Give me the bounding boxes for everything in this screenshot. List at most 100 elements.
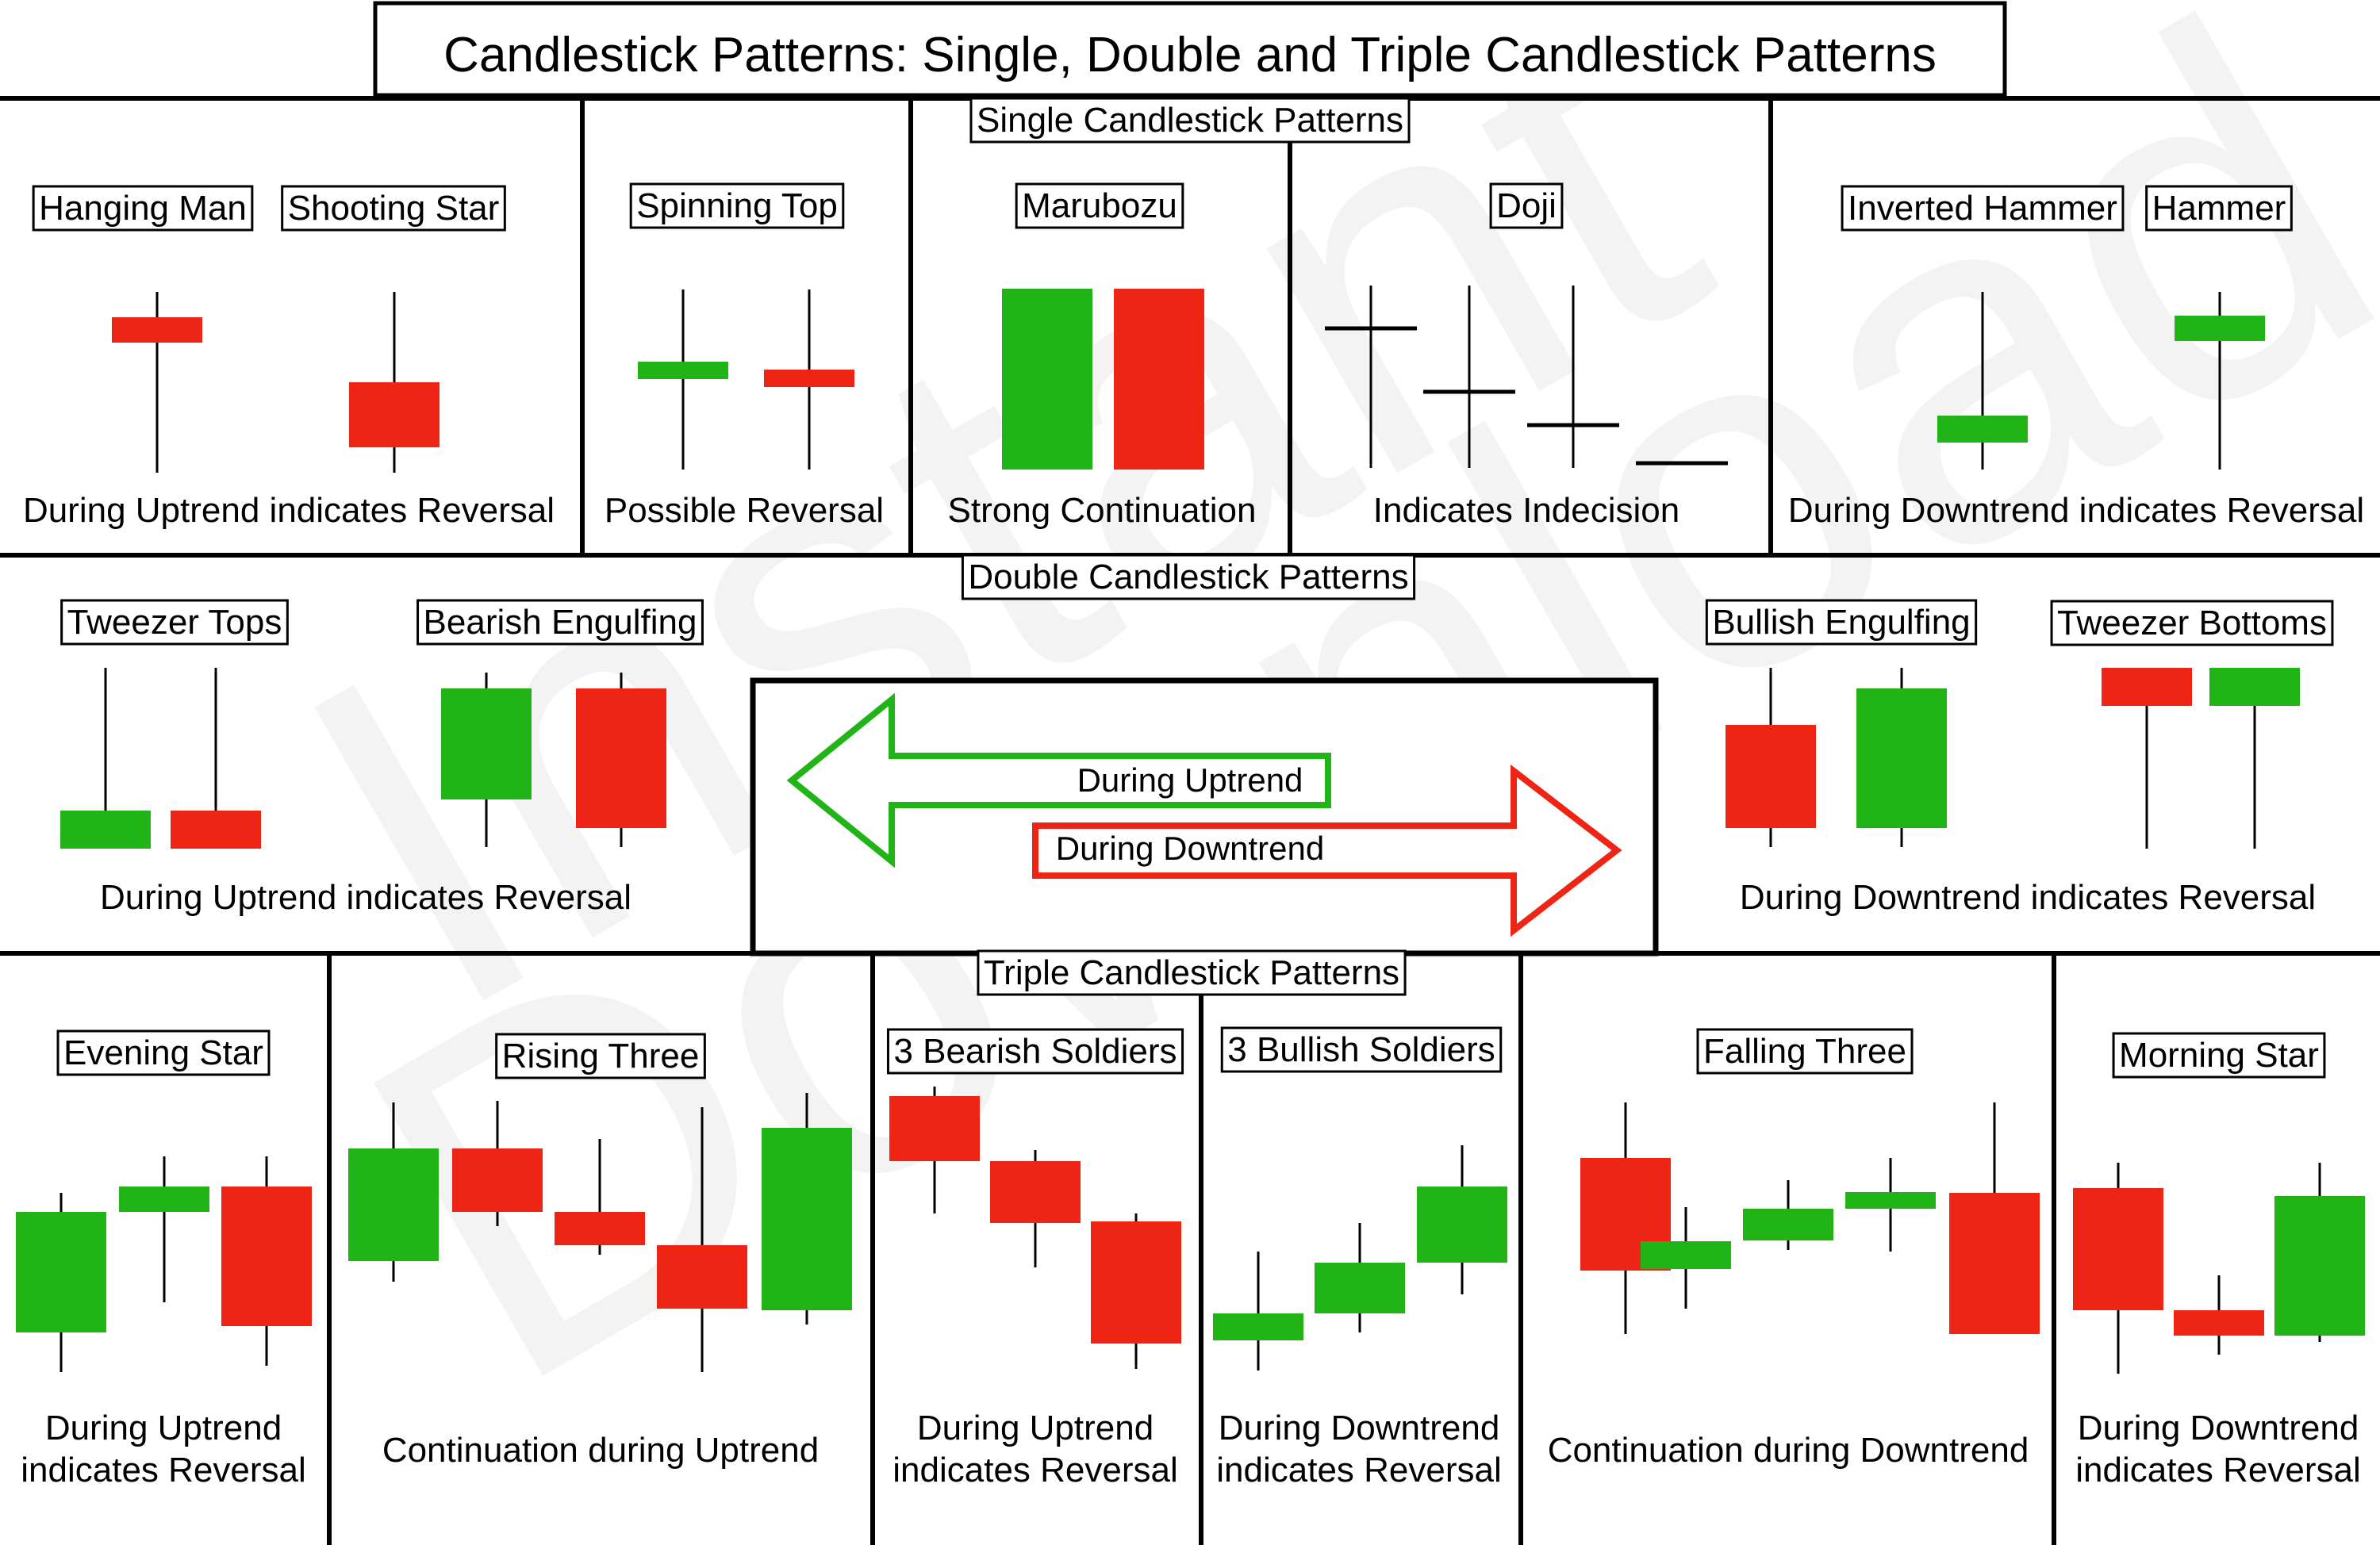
candle-body bbox=[452, 1148, 543, 1212]
hanging-man-label: Hanging Man bbox=[39, 189, 247, 228]
marubozu-candle bbox=[1114, 289, 1204, 470]
caption-marubozu: Strong Continuation bbox=[948, 491, 1257, 530]
morning-star-label-box bbox=[2112, 1032, 2326, 1079]
candle-body bbox=[1213, 1313, 1303, 1340]
tweezer-tops-candle bbox=[171, 668, 261, 849]
caption-bullish-soldiers-1: During Downtrend bbox=[1219, 1409, 1500, 1447]
candle-body bbox=[1845, 1192, 1936, 1209]
caption-double-right: During Downtrend indicates Reversal bbox=[1740, 878, 2316, 917]
candle-body bbox=[1002, 289, 1092, 470]
bullish-engulfing-label-box bbox=[1705, 599, 1978, 646]
spinning-top-candle bbox=[764, 289, 854, 470]
candle-body bbox=[576, 688, 666, 828]
inverted-hammer-label-box bbox=[1841, 185, 2125, 232]
single-section-label-box bbox=[969, 97, 1411, 144]
rising-three-label: Rising Three bbox=[502, 1037, 700, 1075]
shooting-star-label: Shooting Star bbox=[288, 189, 500, 228]
falling-three-candle bbox=[1580, 1102, 1671, 1334]
tweezer-bottoms-candle bbox=[2209, 668, 2300, 849]
left-arrow-icon bbox=[786, 692, 1331, 868]
evening-star-label-box bbox=[56, 1029, 271, 1076]
candle-body bbox=[764, 370, 854, 387]
doji-candle bbox=[1527, 286, 1619, 468]
three-bullish-soldiers-candle bbox=[1213, 1252, 1303, 1371]
caption-bearish-soldiers-2: indicates Reversal bbox=[892, 1451, 1178, 1489]
uptrend-label: During Uptrend bbox=[1077, 761, 1303, 799]
candle-body bbox=[990, 1161, 1081, 1223]
title-box bbox=[373, 1, 2007, 98]
rising-three-candle bbox=[657, 1107, 747, 1372]
evening-star-candle bbox=[221, 1156, 312, 1366]
caption-evening-star-2: indicates Reversal bbox=[21, 1451, 306, 1489]
caption-bullish-soldiers-2: indicates Reversal bbox=[1216, 1451, 1502, 1489]
falling-three-candle bbox=[1641, 1207, 1731, 1309]
candle-body bbox=[1937, 416, 2028, 443]
candle-body bbox=[1114, 289, 1204, 470]
bearish-engulfing-label-box bbox=[416, 599, 704, 646]
candles bbox=[16, 286, 2365, 1374]
morning-star-candle bbox=[2073, 1163, 2163, 1374]
three-bearish-soldiers-label: 3 Bearish Soldiers bbox=[893, 1032, 1177, 1071]
candle-body bbox=[889, 1096, 980, 1161]
candle-body bbox=[555, 1212, 645, 1245]
bullish-engulfing-candle bbox=[1856, 668, 1947, 847]
doji-candle bbox=[1325, 286, 1417, 468]
caption-hammers: During Downtrend indicates Reversal bbox=[1788, 491, 2364, 530]
three-bearish-soldiers-candle bbox=[990, 1150, 1081, 1267]
hammer-label: Hammer bbox=[2152, 189, 2286, 228]
candle-body bbox=[2209, 668, 2300, 706]
tweezer-bottoms-label: Tweezer Bottoms bbox=[2057, 604, 2327, 642]
inverted-hammer-label: Inverted Hammer bbox=[1848, 189, 2117, 228]
candle-body bbox=[2073, 1188, 2163, 1310]
candle-body bbox=[2175, 316, 2265, 341]
evening-star-label: Evening Star bbox=[63, 1033, 263, 1072]
trend-legend: During Uptrend During Downtrend bbox=[750, 677, 1659, 957]
three-bearish-soldiers-candle bbox=[889, 1087, 980, 1213]
three-bullish-soldiers-candle bbox=[1315, 1223, 1405, 1332]
bullish-engulfing-label: Bullish Engulfing bbox=[1712, 603, 1970, 642]
rising-three-candle bbox=[762, 1093, 852, 1325]
hammer-label-box bbox=[2145, 185, 2293, 232]
bullish-engulfing-candle bbox=[1726, 668, 1816, 847]
candle-body bbox=[1641, 1241, 1731, 1269]
rising-three-label-box bbox=[495, 1033, 706, 1079]
falling-three-label-box bbox=[1696, 1028, 1914, 1075]
evening-star-candle bbox=[119, 1156, 209, 1302]
tweezer-tops-label: Tweezer Tops bbox=[67, 603, 282, 642]
falling-three-label: Falling Three bbox=[1703, 1032, 1906, 1071]
candle-body bbox=[2102, 668, 2192, 706]
rising-three-candle bbox=[555, 1139, 645, 1255]
tweezer-bottoms-label-box bbox=[2050, 600, 2334, 646]
bearish-engulfing-candle bbox=[576, 673, 666, 847]
three-bullish-soldiers-label: 3 Bullish Soldiers bbox=[1227, 1030, 1495, 1069]
evening-star-candle bbox=[16, 1193, 106, 1372]
candle-body bbox=[2174, 1310, 2264, 1336]
caption-morning-star-2: indicates Reversal bbox=[2075, 1451, 2361, 1489]
candle-body bbox=[16, 1212, 106, 1332]
shooting-star-label-box bbox=[281, 185, 506, 232]
right-arrow-icon bbox=[1032, 764, 1622, 937]
page-title: Candlestick Patterns: Single, Double and… bbox=[443, 28, 1937, 82]
caption-double-left: During Uptrend indicates Reversal bbox=[100, 878, 631, 917]
caption-evening-star-1: During Uptrend bbox=[45, 1409, 282, 1447]
spinning-top-candle bbox=[638, 289, 728, 470]
pattern-captions: During Uptrend indicates Reversal Possibl… bbox=[21, 491, 2364, 1489]
three-bullish-soldiers-candle bbox=[1417, 1145, 1507, 1294]
spinning-top-label-box bbox=[629, 182, 845, 229]
falling-three-candle bbox=[1743, 1180, 1833, 1250]
hammer-candle bbox=[2175, 292, 2265, 470]
bearish-engulfing-candle bbox=[441, 673, 532, 847]
doji-label-box bbox=[1489, 182, 1564, 229]
doji-label: Doji bbox=[1496, 186, 1557, 225]
triple-section-label: Triple Candlestick Patterns bbox=[984, 953, 1399, 992]
bearish-engulfing-label: Bearish Engulfing bbox=[424, 603, 697, 642]
marubozu-candle bbox=[1002, 289, 1092, 470]
candle-body bbox=[1743, 1209, 1833, 1240]
caption-morning-star-1: During Downtrend bbox=[2078, 1409, 2359, 1447]
trend-legend-box bbox=[750, 677, 1659, 957]
three-bullish-soldiers-label-box bbox=[1220, 1026, 1503, 1073]
three-bearish-soldiers-label-box bbox=[886, 1028, 1184, 1075]
candle-body bbox=[60, 811, 151, 849]
tweezer-tops-candle bbox=[60, 668, 151, 849]
caption-spinning-top: Possible Reversal bbox=[605, 491, 884, 530]
